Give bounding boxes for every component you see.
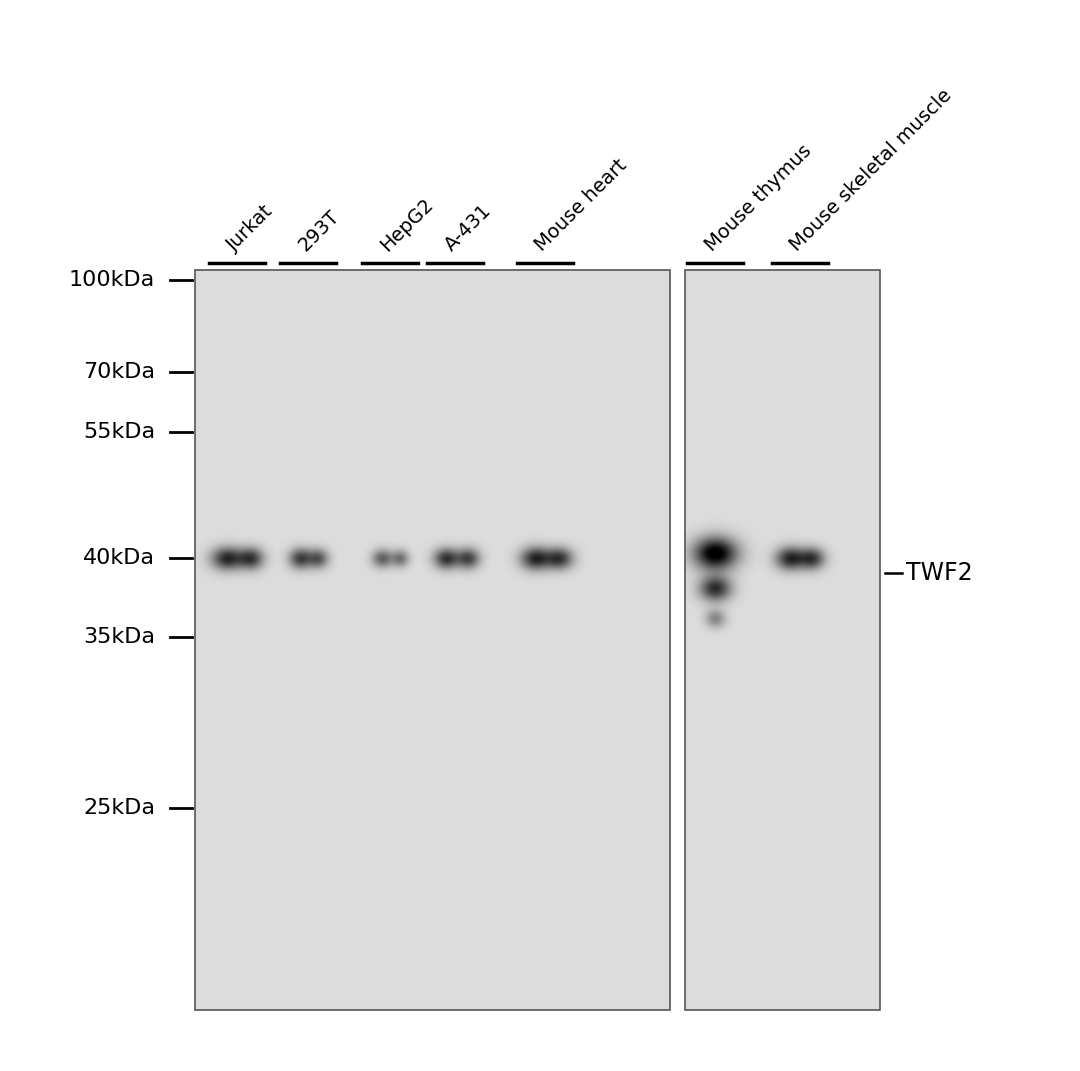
Text: Mouse thymus: Mouse thymus (702, 141, 815, 255)
Text: TWF2: TWF2 (906, 561, 973, 585)
Text: 293T: 293T (295, 207, 342, 255)
Text: A-431: A-431 (442, 201, 496, 255)
Text: HepG2: HepG2 (377, 195, 437, 255)
Text: Jurkat: Jurkat (224, 201, 276, 255)
Text: 55kDa: 55kDa (83, 422, 156, 442)
Bar (195, 270, 670, 1010)
Text: Mouse skeletal muscle: Mouse skeletal muscle (786, 86, 956, 255)
Text: 35kDa: 35kDa (83, 627, 156, 647)
Text: 70kDa: 70kDa (83, 362, 156, 382)
Text: 25kDa: 25kDa (83, 798, 156, 818)
Text: Mouse heart: Mouse heart (531, 155, 631, 255)
Bar (685, 270, 880, 1010)
Text: 40kDa: 40kDa (83, 548, 156, 568)
Text: 100kDa: 100kDa (69, 270, 156, 290)
